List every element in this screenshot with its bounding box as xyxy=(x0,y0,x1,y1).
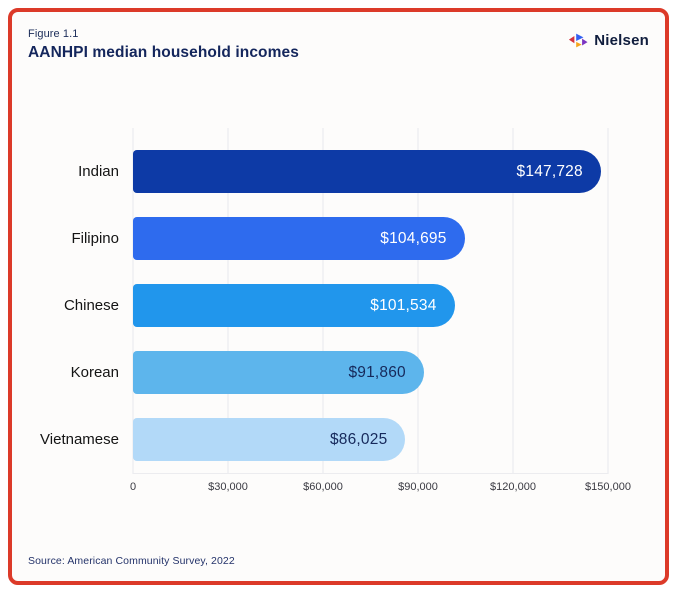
x-tick-label: $60,000 xyxy=(303,481,343,493)
bar: $86,025 xyxy=(133,418,406,461)
category-label: Indian xyxy=(78,163,119,180)
x-tick-label: $30,000 xyxy=(208,481,248,493)
bar-row: $91,860 xyxy=(133,339,608,406)
x-tick-label: $120,000 xyxy=(490,481,536,493)
bar-rows: $147,728 $104,695 $101,534 $91,860 $86,025 xyxy=(133,138,608,473)
bar-row: $101,534 xyxy=(133,272,608,339)
category-label: Vietnamese xyxy=(40,431,119,448)
bar: $91,860 xyxy=(133,351,424,394)
bar: $147,728 xyxy=(133,150,601,193)
nielsen-triangles-icon xyxy=(568,32,588,49)
bar-value-label: $86,025 xyxy=(329,430,388,448)
bar-value-label: $91,860 xyxy=(348,363,406,381)
bar-row: $86,025 xyxy=(133,406,608,473)
bar: $101,534 xyxy=(133,284,455,327)
x-axis-ticks: 0 $30,000 $60,000 $90,000 $120,000 $150,000 xyxy=(129,473,631,498)
category-label: Filipino xyxy=(71,230,119,247)
x-tick-label: 0 xyxy=(129,481,137,493)
brand-wordmark: Nielsen xyxy=(594,32,649,49)
bar-value-label: $101,534 xyxy=(370,296,437,314)
bar-chart: Indian Filipino Chinese Korean Vietnamese $1… xyxy=(28,128,631,498)
category-label: Korean xyxy=(70,364,119,381)
plot-area: $147,728 $104,695 $101,534 $91,860 $86,025 0… xyxy=(129,128,631,498)
category-labels: Indian Filipino Chinese Korean Vietnamese xyxy=(28,138,133,498)
title-block: Figure 1.1 AANHPI median household incom… xyxy=(28,28,299,62)
page-title: AANHPI median household incomes xyxy=(28,44,299,61)
bar: $104,695 xyxy=(133,217,465,260)
bar-value-label: $147,728 xyxy=(516,162,583,180)
header: Figure 1.1 AANHPI median household incom… xyxy=(28,28,649,62)
x-tick-label: $90,000 xyxy=(398,481,438,493)
figure-number: Figure 1.1 xyxy=(28,28,79,40)
x-tick-label: $150,000 xyxy=(585,481,631,493)
category-label: Chinese xyxy=(63,297,119,314)
bar-row: $147,728 xyxy=(133,138,608,205)
bar-value-label: $104,695 xyxy=(380,229,447,247)
figure-card: Figure 1.1 AANHPI median household incom… xyxy=(8,8,669,585)
brand-logo: Nielsen xyxy=(568,32,649,49)
bar-row: $104,695 xyxy=(133,205,608,272)
source-note: Source: American Community Survey, 2022 xyxy=(28,555,235,567)
